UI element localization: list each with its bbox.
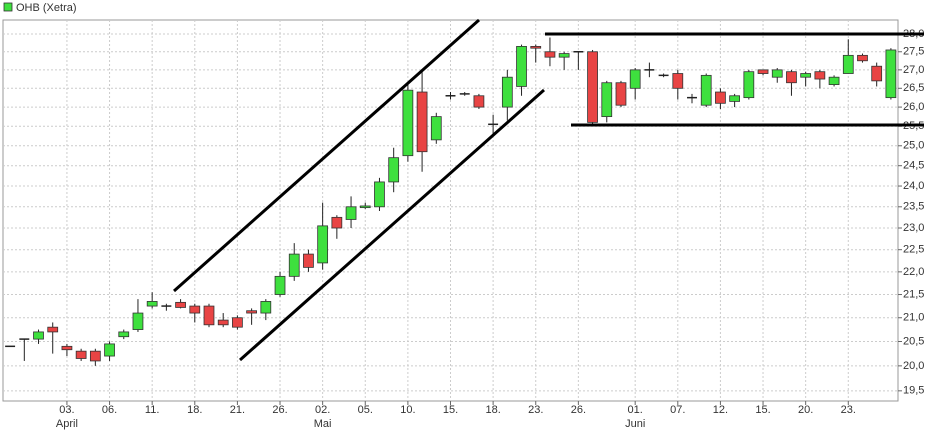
legend-label: OHB (Xetra) (16, 2, 77, 14)
y-tick-label: 21,0 (903, 312, 924, 324)
candle-body (274, 275, 286, 295)
candle-body (217, 319, 229, 326)
month-label: Juni (625, 418, 645, 430)
x-tick-label: 23. (528, 404, 543, 416)
x-tick-label: 23. (841, 404, 856, 416)
candle-body (33, 331, 44, 340)
candle-body (345, 206, 357, 220)
candle-body (757, 69, 769, 74)
candle-body (516, 45, 527, 87)
x-tick-label: 11. (145, 404, 159, 416)
candle-body (544, 51, 556, 58)
candle-body (558, 53, 570, 58)
candle-body (743, 71, 755, 99)
x-tick-label: 18. (485, 404, 500, 416)
trend-lines (173, 18, 924, 362)
y-tick-label: 26,0 (903, 101, 924, 113)
y-tick-label: 27,0 (903, 64, 924, 76)
candle-body (871, 65, 883, 82)
y-tick-label: 21,5 (903, 288, 924, 300)
y-tick-label: 25,0 (903, 140, 924, 152)
candle-body (885, 49, 897, 99)
x-tick-label: 07. (670, 404, 685, 416)
x-tick-label: 21. (230, 404, 245, 416)
candle-body (402, 89, 414, 157)
candle-body (473, 95, 485, 108)
candle-body (842, 54, 854, 74)
candle-body (61, 345, 73, 351)
candle-body (601, 82, 613, 118)
candle-body (700, 74, 712, 106)
candle-body (132, 312, 144, 330)
candle-body (303, 253, 314, 268)
y-tick-label: 24,0 (903, 180, 924, 192)
x-tick-label: 05. (358, 404, 373, 416)
x-tick-label: 03. (59, 404, 74, 416)
candle-body (416, 91, 428, 153)
y-tick-label: 19,5 (903, 385, 924, 397)
y-tick-label: 26,5 (903, 82, 924, 94)
candle-body (729, 95, 740, 102)
candle-body (828, 76, 840, 85)
trend-line (239, 88, 545, 362)
y-tick-label: 20,0 (903, 360, 924, 372)
x-tick-label: 10. (400, 404, 415, 416)
candle-body (203, 305, 215, 326)
month-label: Mai (314, 418, 332, 430)
candle-body (672, 73, 684, 89)
candle-body (359, 205, 371, 209)
x-tick-label: 15. (443, 404, 458, 416)
legend-swatch (3, 2, 13, 12)
x-tick-label: 12. (713, 404, 728, 416)
candle-body (175, 301, 186, 308)
candle-body (388, 157, 400, 183)
candle-body (317, 225, 329, 264)
candle-body (47, 326, 59, 333)
candle-body (89, 350, 101, 362)
x-tick-label: 01. (628, 404, 643, 416)
candle-body (374, 181, 385, 208)
candle-body (857, 54, 868, 62)
candle-body (587, 51, 598, 123)
y-tick-label: 24,5 (903, 160, 924, 172)
candle-body (786, 71, 797, 84)
x-tick-label: 18. (187, 404, 202, 416)
y-tick-label: 23,0 (903, 222, 924, 234)
candle-body (800, 73, 812, 78)
candle-body (331, 216, 343, 229)
candle-body (771, 69, 783, 78)
trend-line (173, 18, 480, 293)
x-tick-label: 26. (571, 404, 586, 416)
x-tick-label: 02. (315, 404, 330, 416)
candle-body (246, 310, 257, 314)
candle-body (146, 301, 158, 307)
month-label: April (56, 418, 78, 430)
x-tick-label: 26. (272, 404, 287, 416)
x-tick-label: 20. (798, 404, 813, 416)
candle-body (814, 71, 826, 80)
y-tick-label: 22,0 (903, 266, 924, 278)
candle-body (118, 331, 130, 338)
candle-body (615, 82, 627, 106)
y-tick-label: 27,5 (903, 46, 924, 58)
y-tick-label: 23,5 (903, 201, 924, 213)
candle-body (232, 317, 243, 328)
candle-body (189, 305, 201, 314)
candle-body (75, 350, 87, 359)
x-tick-label: 06. (102, 404, 117, 416)
candle-body (629, 69, 641, 89)
candle-body (260, 301, 272, 314)
x-tick-label: 15. (755, 404, 770, 416)
y-tick-label: 22,5 (903, 244, 924, 256)
candle-body (530, 45, 542, 49)
candle-body (104, 343, 115, 357)
y-tick-label: 20,5 (903, 335, 924, 347)
candle-body (288, 253, 300, 277)
candle-body (430, 116, 442, 141)
candle-body (501, 76, 513, 108)
candle-body (715, 91, 726, 104)
